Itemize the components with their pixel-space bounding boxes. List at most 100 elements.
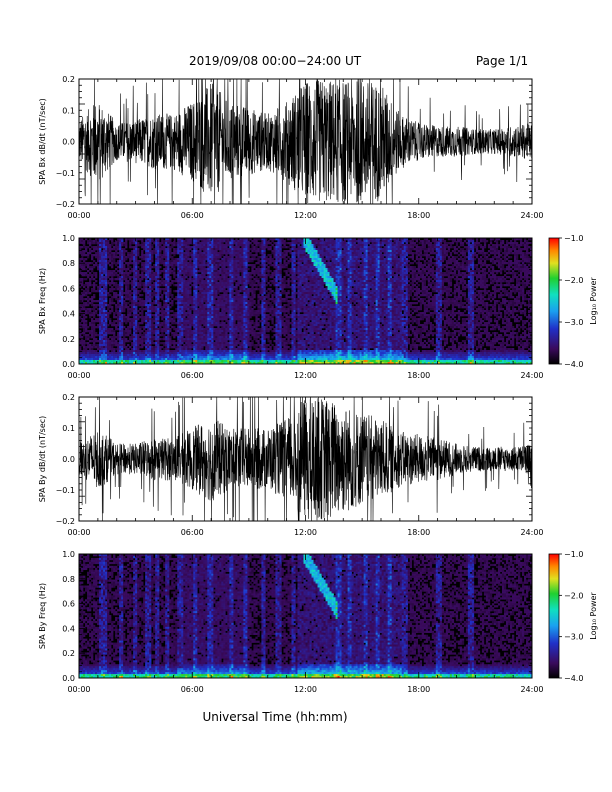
heatmap-cell <box>237 260 240 263</box>
heatmap-cell <box>221 346 224 349</box>
heatmap-cell <box>175 356 178 359</box>
heatmap-cell <box>171 318 174 321</box>
heatmap-cell <box>181 298 184 301</box>
heatmap-cell <box>167 274 170 277</box>
heatmap-cell <box>97 304 100 307</box>
heatmap-cell <box>197 354 200 357</box>
heatmap-cell <box>189 278 192 281</box>
heatmap-cell <box>113 344 116 347</box>
heatmap-cell <box>97 256 100 259</box>
heatmap-cell <box>221 250 224 253</box>
heatmap-cell <box>99 260 102 263</box>
heatmap-cell <box>187 344 190 347</box>
heatmap-cell <box>107 352 110 355</box>
heatmap-cell <box>125 338 128 341</box>
heatmap-cell <box>251 244 254 247</box>
heatmap-cell <box>235 244 238 247</box>
heatmap-cell <box>101 324 104 327</box>
heatmap-cell <box>179 318 182 321</box>
heatmap-cell <box>199 294 202 297</box>
heatmap-cell <box>97 290 100 293</box>
heatmap-cell <box>201 330 204 333</box>
heatmap-cell <box>193 266 196 269</box>
heatmap-cell <box>87 308 90 311</box>
heatmap-cell <box>215 278 218 281</box>
heatmap-cell <box>149 346 152 349</box>
heatmap-cell <box>121 302 124 305</box>
heatmap-cell <box>119 264 122 267</box>
panel-bx-dbdt: 00:00 06:00 12:00 18:00 24:000.20.10.0−0.1−0… <box>38 75 544 220</box>
heatmap-cell <box>91 326 94 329</box>
heatmap-cell <box>135 308 138 311</box>
heatmap-cell <box>241 248 244 251</box>
heatmap-cell <box>167 278 170 281</box>
heatmap-cell <box>251 344 254 347</box>
heatmap-cell <box>189 266 192 269</box>
heatmap-cell <box>139 338 142 341</box>
heatmap-cell <box>153 346 156 349</box>
heatmap-cell <box>79 250 82 253</box>
heatmap-cell <box>255 312 258 315</box>
heatmap-cell <box>79 294 82 297</box>
heatmap-cell <box>121 262 124 265</box>
heatmap-cell <box>127 318 130 321</box>
heatmap-cell <box>127 268 130 271</box>
heatmap-cell <box>235 312 238 315</box>
heatmap-cell <box>237 312 240 315</box>
heatmap-cell <box>261 256 264 259</box>
heatmap-cell <box>139 238 142 241</box>
heatmap-cell <box>191 298 194 301</box>
heatmap-cell <box>227 268 230 271</box>
heatmap-cell <box>205 304 208 307</box>
heatmap-cell <box>149 290 152 293</box>
heatmap-cell <box>129 320 132 323</box>
heatmap-cell <box>209 258 212 261</box>
heatmap-cell <box>205 318 208 321</box>
heatmap-cell <box>121 256 124 259</box>
heatmap-cell <box>135 270 138 273</box>
heatmap-cell <box>137 360 140 363</box>
heatmap-cell <box>181 294 184 297</box>
heatmap-cell <box>257 350 260 353</box>
heatmap-cell <box>167 352 170 355</box>
heatmap-cell <box>189 308 192 311</box>
heatmap-cell <box>171 352 174 355</box>
heatmap-cell <box>191 304 194 307</box>
heatmap-cell <box>151 254 154 257</box>
heatmap-cell <box>101 284 104 287</box>
heatmap-cell <box>83 360 86 363</box>
heatmap-cell <box>197 262 200 265</box>
heatmap-cell <box>151 294 154 297</box>
heatmap-cell <box>195 362 198 365</box>
heatmap-cell <box>203 286 206 289</box>
heatmap-cell <box>113 254 116 257</box>
heatmap-cell <box>215 262 218 265</box>
heatmap-cell <box>247 302 250 305</box>
heatmap-cell <box>207 330 210 333</box>
heatmap-cell <box>163 356 166 359</box>
heatmap-cell <box>161 306 164 309</box>
heatmap-cell <box>99 352 102 355</box>
heatmap-cell <box>207 362 210 365</box>
heatmap-cell <box>251 304 254 307</box>
heatmap-cell <box>211 294 214 297</box>
heatmap-cell <box>209 282 212 285</box>
heatmap-cell <box>221 354 224 357</box>
heatmap-cell <box>87 256 90 259</box>
heatmap-cell <box>223 272 226 275</box>
heatmap-cell <box>199 358 202 361</box>
heatmap-cell <box>177 344 180 347</box>
heatmap-cell <box>155 320 158 323</box>
heatmap-cell <box>181 288 184 291</box>
heatmap-cell <box>163 328 166 331</box>
heatmap-cell <box>213 328 216 331</box>
heatmap-cell <box>189 264 192 267</box>
heatmap-cell <box>217 260 220 263</box>
heatmap-cell <box>163 324 166 327</box>
heatmap-cell <box>127 310 130 313</box>
heatmap-cell <box>157 280 160 283</box>
heatmap-cell <box>177 308 180 311</box>
heatmap-cell <box>99 262 102 265</box>
heatmap-cell <box>79 352 82 355</box>
heatmap-cell <box>93 286 96 289</box>
